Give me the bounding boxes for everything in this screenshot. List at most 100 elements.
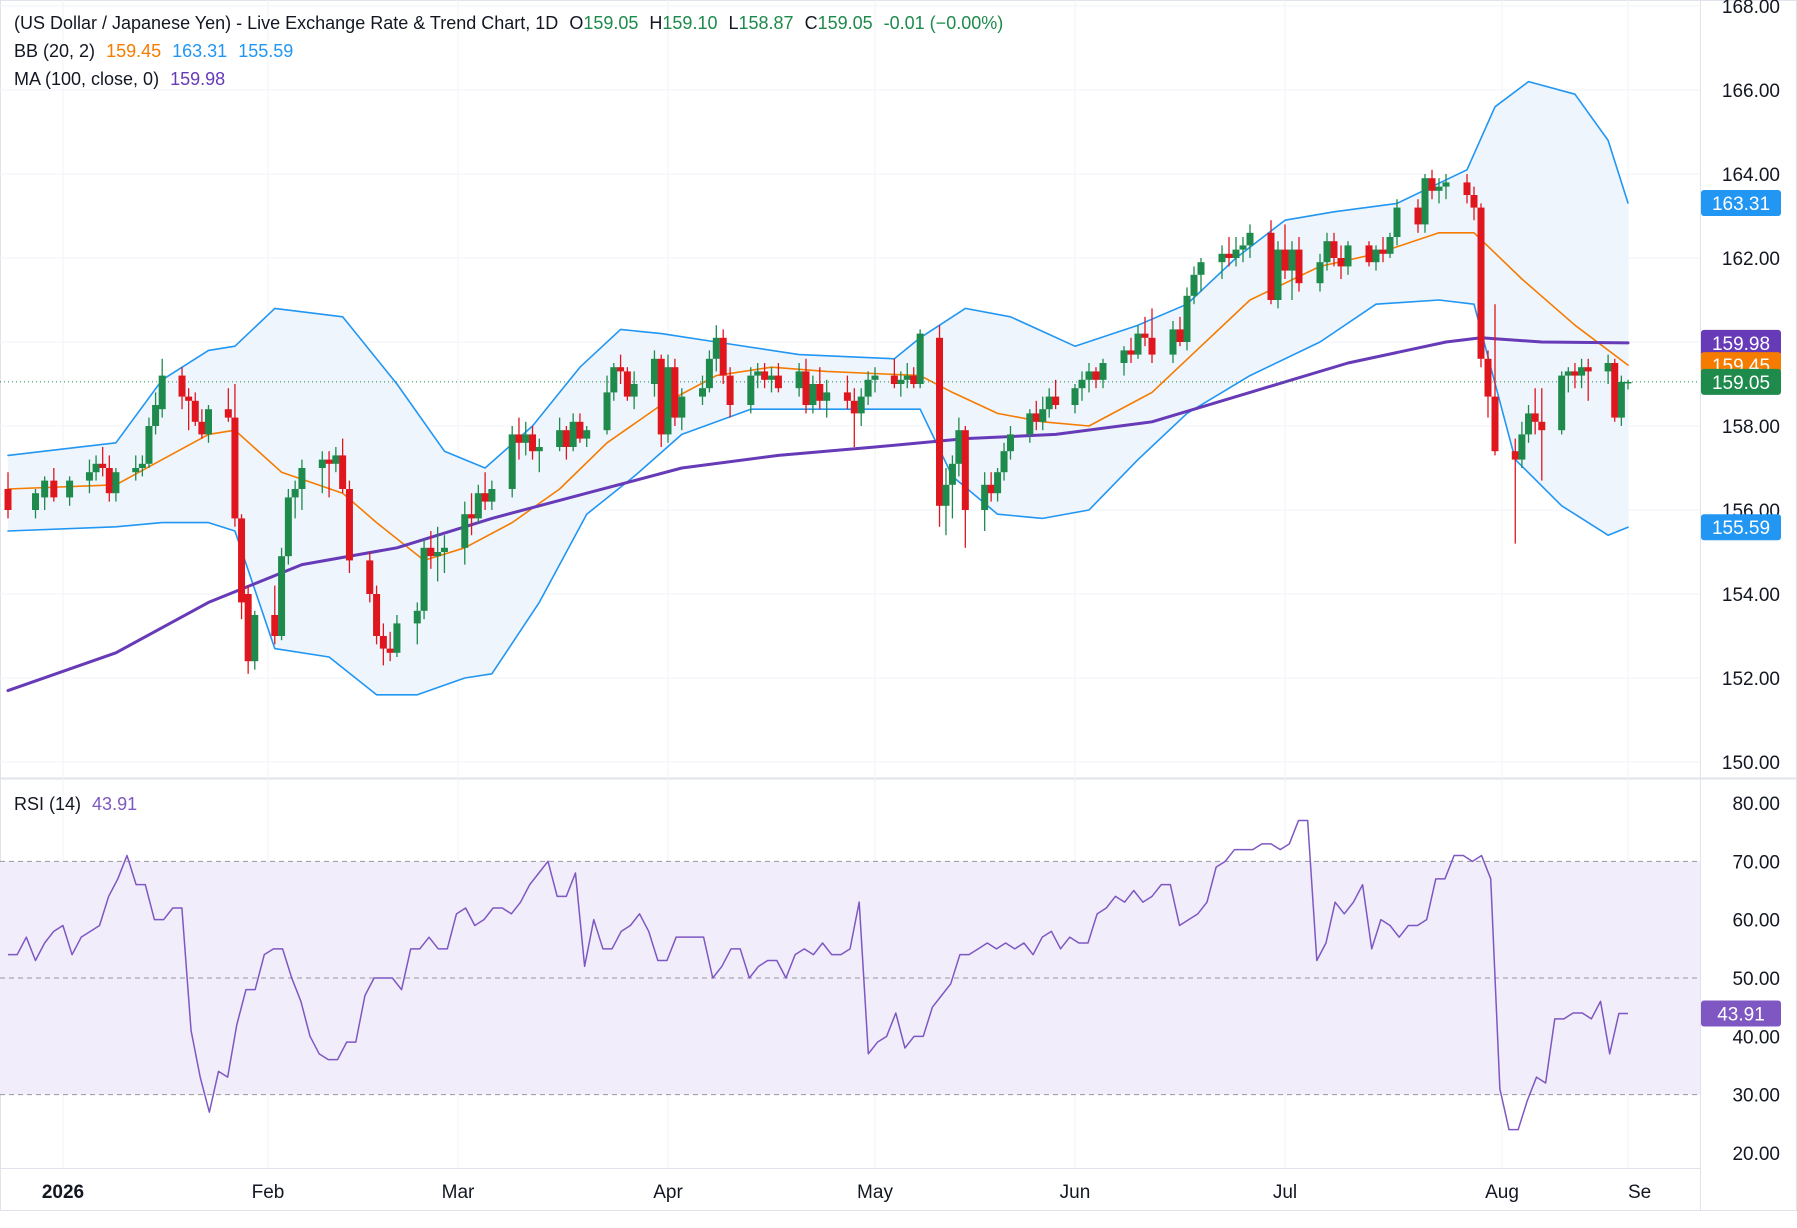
candle-body [66, 480, 74, 498]
candle [719, 329, 727, 384]
candle-body [1525, 413, 1533, 435]
candle [152, 392, 160, 435]
candle [1232, 237, 1240, 267]
candle [50, 468, 58, 502]
candle [244, 585, 252, 674]
candle [1197, 258, 1205, 292]
candle-body [386, 648, 394, 653]
candle [373, 585, 381, 645]
candle [617, 354, 625, 384]
candle-body [699, 388, 706, 397]
candle-body [897, 379, 905, 384]
candle [522, 421, 530, 456]
candle-body [1281, 249, 1289, 271]
candle-body [1092, 371, 1100, 380]
candle [1604, 354, 1612, 384]
candle-body [1232, 249, 1240, 258]
candle [1538, 388, 1546, 481]
bb-legend-label: BB (20, 2) [14, 41, 96, 61]
candle [529, 426, 537, 460]
candle [987, 472, 995, 502]
price-label-bg [1701, 189, 1781, 216]
candle-body [1197, 262, 1205, 275]
candle [1169, 321, 1177, 363]
candle [468, 493, 476, 536]
price-label-bg [1701, 329, 1781, 356]
time-tick-label: Jul [1273, 1182, 1297, 1203]
price-axis-label: 159.98 [1701, 329, 1781, 356]
candle-body [795, 371, 803, 389]
candle [802, 358, 810, 414]
rsi-legend-label: RSI (14) [14, 794, 82, 814]
time-tick-label: 2026 [42, 1182, 84, 1203]
candle-body [961, 430, 969, 510]
bb-upper-value: 163.31 [172, 41, 228, 61]
candle [1442, 174, 1450, 200]
candle-body [657, 358, 665, 435]
candle-body [1442, 182, 1450, 187]
candle [610, 363, 618, 401]
candle-body [630, 384, 638, 397]
candle-body [1120, 350, 1128, 363]
candle-body [373, 594, 381, 636]
bb-lower-value: 155.59 [238, 41, 294, 61]
candle [955, 417, 963, 477]
candle-body [948, 463, 956, 485]
candle-body [1026, 413, 1034, 435]
candle-body [1169, 329, 1177, 355]
candle [1624, 379, 1632, 390]
candle [112, 468, 120, 502]
candle [1274, 241, 1282, 309]
candle-body [678, 396, 686, 418]
candle-body [1518, 434, 1526, 460]
candle-body [339, 455, 347, 489]
candle-body [271, 615, 279, 636]
candle [890, 358, 898, 389]
candle [699, 375, 706, 405]
candle-body [1218, 253, 1226, 263]
candle [1239, 237, 1247, 263]
candle-body [366, 560, 374, 594]
candle [1558, 371, 1566, 435]
candle-body [955, 430, 963, 464]
candle [1218, 245, 1226, 279]
price-label-bg [1701, 514, 1781, 541]
candle [1032, 400, 1040, 431]
rsi-legend[interactable]: RSI (14) 43.91 [14, 791, 143, 818]
ma-value: 159.98 [170, 69, 226, 89]
candle-body [1127, 350, 1135, 355]
candle-body [4, 489, 12, 510]
rsi-tick-label: 30.00 [1732, 1086, 1780, 1107]
candle [712, 325, 720, 372]
candle [1571, 363, 1579, 389]
ma-legend[interactable]: MA (100, close, 0) 159.98 [14, 66, 231, 93]
candle [366, 552, 374, 603]
candle-body [291, 489, 299, 498]
candle [145, 417, 153, 468]
candle-body [85, 472, 93, 481]
candle-body [1564, 371, 1572, 376]
candle-body [318, 459, 326, 468]
candle-body [843, 392, 851, 401]
candle-body [1085, 371, 1093, 380]
candle [231, 384, 239, 527]
candle-body [92, 463, 100, 473]
candle-body [1246, 232, 1254, 246]
candle [583, 426, 591, 447]
price-label-text: 155.59 [1712, 518, 1770, 539]
candle [556, 417, 564, 452]
candle-body [529, 434, 537, 452]
candle [768, 367, 775, 393]
candle [158, 358, 166, 418]
candle-body [768, 375, 775, 380]
candle [1288, 241, 1296, 300]
bb-legend[interactable]: BB (20, 2) 159.45 163.31 155.59 [14, 38, 299, 65]
candle-body [204, 409, 212, 435]
candle [1039, 396, 1047, 431]
candle [823, 379, 831, 418]
candle-body [1148, 337, 1156, 355]
candle-body [1000, 451, 1008, 473]
candle-body [942, 484, 950, 506]
